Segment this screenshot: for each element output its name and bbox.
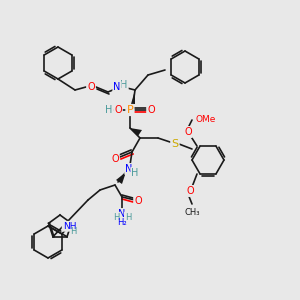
Text: O: O bbox=[111, 154, 119, 164]
Text: N: N bbox=[125, 164, 133, 174]
Text: O: O bbox=[114, 105, 122, 115]
Text: H: H bbox=[125, 212, 131, 221]
Text: NH: NH bbox=[63, 222, 76, 231]
Text: P: P bbox=[127, 105, 134, 115]
Text: O: O bbox=[184, 127, 192, 137]
Text: O: O bbox=[87, 82, 95, 92]
Text: CH₃: CH₃ bbox=[184, 208, 200, 217]
Text: N: N bbox=[113, 82, 121, 92]
Polygon shape bbox=[116, 172, 126, 184]
Text: H: H bbox=[105, 105, 113, 115]
Text: O: O bbox=[134, 196, 142, 206]
Text: H: H bbox=[131, 168, 139, 178]
Polygon shape bbox=[131, 90, 135, 104]
Text: N: N bbox=[118, 209, 126, 219]
Text: O: O bbox=[186, 186, 194, 196]
Text: S: S bbox=[171, 139, 178, 149]
Text: H₂: H₂ bbox=[117, 218, 127, 227]
Text: OMe: OMe bbox=[195, 115, 215, 124]
Text: H: H bbox=[113, 212, 119, 221]
Polygon shape bbox=[130, 128, 142, 136]
Text: O: O bbox=[147, 105, 155, 115]
Text: H: H bbox=[120, 80, 128, 90]
Text: H: H bbox=[70, 227, 76, 236]
